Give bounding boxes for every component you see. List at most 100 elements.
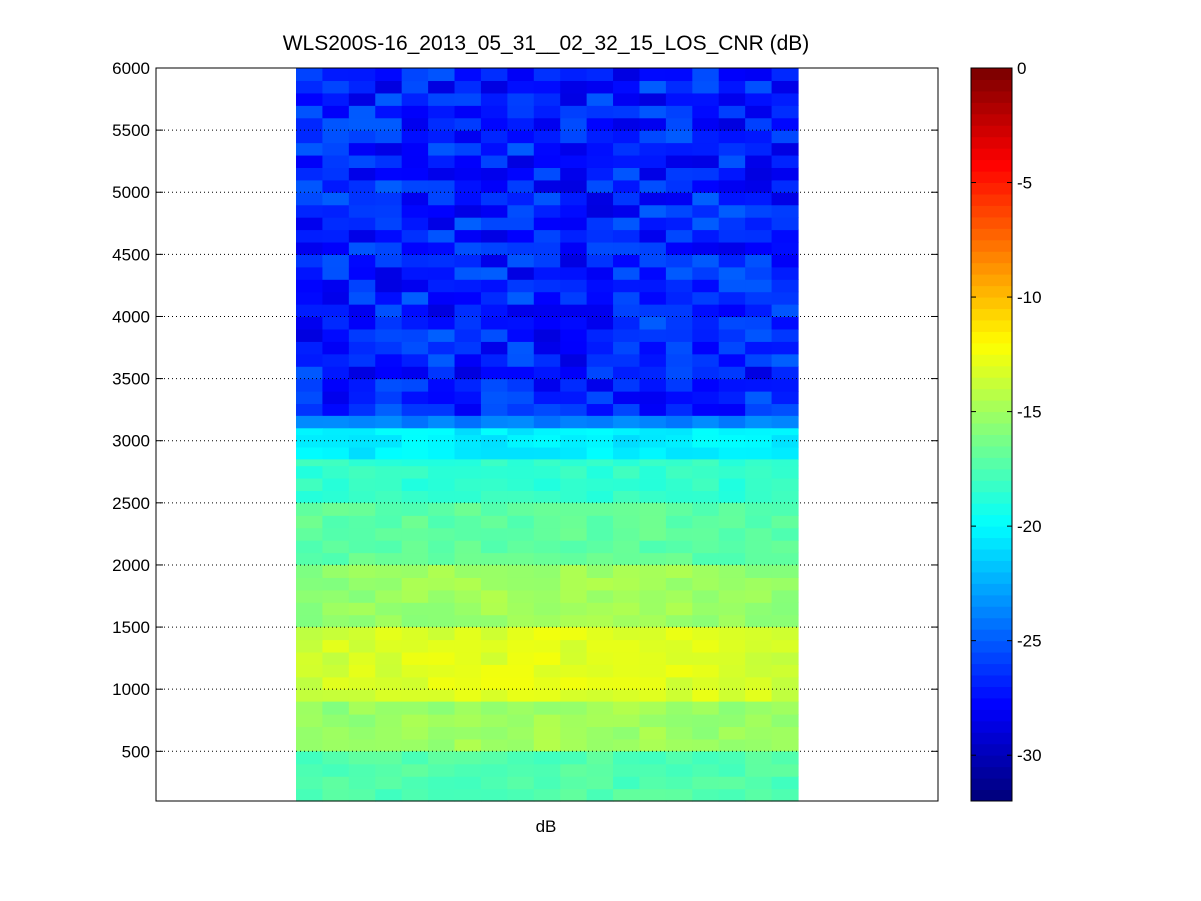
heatmap-cell xyxy=(560,68,588,82)
heatmap-cell xyxy=(718,241,746,255)
heatmap-cell xyxy=(533,341,561,355)
heatmap-cell xyxy=(375,714,403,728)
heatmap-cell xyxy=(718,552,746,566)
heatmap-cell xyxy=(718,701,746,715)
heatmap-cell xyxy=(533,627,561,641)
heatmap-cell xyxy=(771,540,799,554)
heatmap-cell xyxy=(375,428,403,436)
heatmap-cell xyxy=(745,446,773,460)
heatmap-cell xyxy=(533,459,561,467)
heatmap-cell xyxy=(692,714,720,728)
heatmap-cell xyxy=(296,167,324,181)
heatmap-cell xyxy=(533,776,561,790)
heatmap-cell xyxy=(375,316,403,330)
heatmap-cell xyxy=(613,477,641,491)
heatmap-cell xyxy=(507,738,535,752)
heatmap-cell xyxy=(533,726,561,740)
heatmap-cell xyxy=(480,117,508,131)
heatmap-cell xyxy=(375,577,403,591)
heatmap-cell xyxy=(480,434,508,448)
heatmap-cell xyxy=(375,80,403,94)
heatmap-cell xyxy=(613,254,641,268)
heatmap-cell xyxy=(665,552,693,566)
heatmap-cell xyxy=(480,788,508,802)
heatmap-cell xyxy=(533,664,561,678)
heatmap-cell xyxy=(665,366,693,380)
colorbar-ticks: 0 -5 -10 -15 -20 -25 -30 xyxy=(971,59,1042,765)
heatmap-cell xyxy=(401,391,429,405)
heatmap-cell xyxy=(718,602,746,616)
heatmap-cell xyxy=(665,627,693,641)
heatmap-cell xyxy=(533,738,561,752)
heatmap-cell xyxy=(771,341,799,355)
heatmap-cell xyxy=(560,738,588,752)
heatmap-cell xyxy=(401,266,429,280)
heatmap-cell xyxy=(745,204,773,218)
heatmap-cell xyxy=(665,353,693,367)
heatmap-cell xyxy=(454,192,482,206)
heatmap-cell xyxy=(586,341,614,355)
heatmap-cell xyxy=(692,602,720,616)
heatmap-cell xyxy=(560,589,588,603)
heatmap-cell xyxy=(322,577,350,591)
heatmap-cell xyxy=(322,515,350,529)
heatmap-cell xyxy=(586,602,614,616)
y-tick-label: 4000 xyxy=(112,307,150,326)
heatmap-cell xyxy=(533,142,561,156)
heatmap-cell xyxy=(771,564,799,578)
heatmap-cell xyxy=(692,304,720,318)
heatmap-cell xyxy=(692,527,720,541)
heatmap-cell xyxy=(639,341,667,355)
colorbar-step xyxy=(971,331,1012,344)
heatmap-cell xyxy=(322,241,350,255)
heatmap-cell xyxy=(507,763,535,777)
heatmap-cell xyxy=(533,366,561,380)
heatmap-cell xyxy=(296,726,324,740)
heatmap-cell xyxy=(639,776,667,790)
heatmap-cell xyxy=(454,154,482,168)
heatmap-cell xyxy=(428,428,456,436)
heatmap-cell xyxy=(348,602,376,616)
heatmap-cell xyxy=(771,639,799,653)
colorbar-tick-label: 0 xyxy=(1017,59,1026,78)
heatmap-cell xyxy=(428,651,456,665)
heatmap-cell xyxy=(322,446,350,460)
heatmap-cell xyxy=(639,316,667,330)
heatmap-cell xyxy=(586,366,614,380)
heatmap-cell xyxy=(322,179,350,193)
heatmap-cell xyxy=(454,446,482,460)
heatmap-cell xyxy=(480,353,508,367)
heatmap-cell xyxy=(745,627,773,641)
heatmap-cell xyxy=(639,763,667,777)
heatmap-cell xyxy=(718,117,746,131)
heatmap-cell xyxy=(560,651,588,665)
heatmap-cell xyxy=(454,552,482,566)
heatmap-cell xyxy=(322,68,350,82)
heatmap-cell xyxy=(718,217,746,231)
heatmap-cell xyxy=(560,353,588,367)
heatmap-cell xyxy=(428,279,456,293)
heatmap-cell xyxy=(533,204,561,218)
heatmap-cell xyxy=(428,254,456,268)
heatmap-cell xyxy=(613,540,641,554)
colorbar-tick-label: -25 xyxy=(1017,632,1042,651)
heatmap-cell xyxy=(665,117,693,131)
heatmap-cell xyxy=(560,446,588,460)
heatmap-cell xyxy=(613,465,641,479)
heatmap-cell xyxy=(533,527,561,541)
heatmap-cell xyxy=(401,540,429,554)
heatmap-cell xyxy=(454,217,482,231)
heatmap-cell xyxy=(480,142,508,156)
heatmap-cell xyxy=(718,589,746,603)
heatmap-cell xyxy=(586,788,614,802)
heatmap-cell xyxy=(771,266,799,280)
colorbar-step xyxy=(971,125,1012,138)
heatmap-cell xyxy=(560,217,588,231)
heatmap-cell xyxy=(401,80,429,94)
colorbar-step xyxy=(971,182,1012,195)
heatmap-cell xyxy=(533,614,561,628)
heatmap-cell xyxy=(480,701,508,715)
heatmap-cell xyxy=(586,627,614,641)
heatmap-cell xyxy=(745,316,773,330)
heatmap-cell xyxy=(375,614,403,628)
